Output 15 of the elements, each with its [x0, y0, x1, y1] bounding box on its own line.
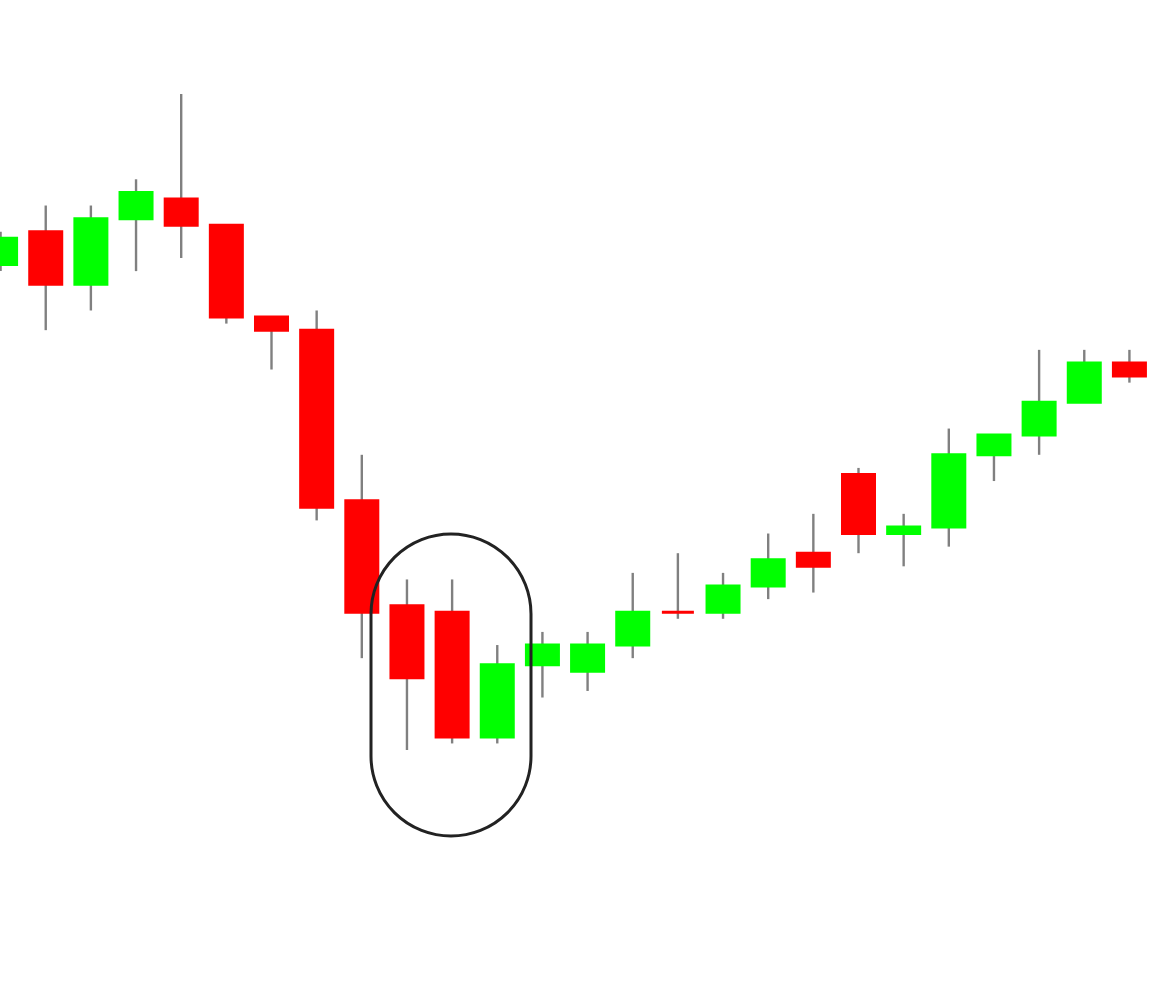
- candlestick: [1021, 348, 1057, 456]
- candlestick: [163, 92, 199, 260]
- candlestick: [750, 532, 786, 601]
- candlestick: [524, 630, 560, 699]
- candlestick: [254, 315, 289, 371]
- candlestick: [976, 433, 1012, 483]
- candlestick: [705, 571, 741, 620]
- candlestick: [886, 512, 922, 568]
- candlestick: [1066, 348, 1102, 404]
- candlestick: [570, 630, 606, 693]
- candlestick: [1111, 348, 1147, 384]
- candlestick: [795, 512, 831, 594]
- candlestick: [615, 571, 651, 660]
- candlestick: [118, 178, 154, 273]
- candlestick: [660, 552, 696, 620]
